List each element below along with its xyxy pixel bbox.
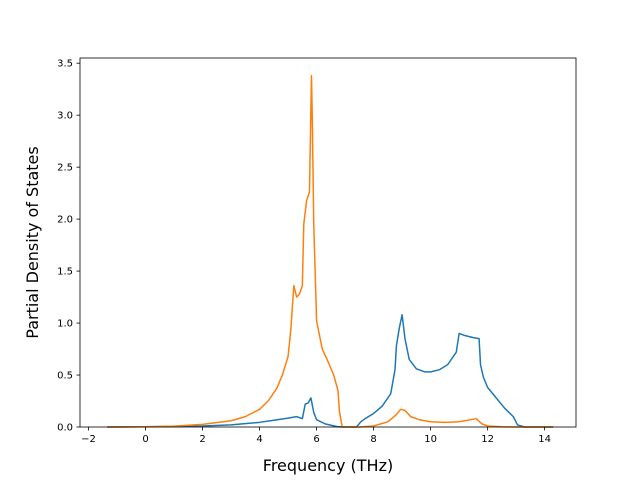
- plot-frame: [79, 57, 577, 428]
- y-tick-label: 1.5: [57, 267, 73, 278]
- x-tick-label: 12: [481, 434, 494, 445]
- y-tick-label: 3.0: [57, 111, 73, 122]
- y-tick-label: 2.0: [57, 215, 73, 226]
- x-tick-label: 10: [424, 434, 437, 445]
- y-axis-ticks: 0.0 0.5 1.0 1.5 2.0 2.5 3.0 3.5: [57, 59, 80, 434]
- x-tick-label: 0: [142, 434, 148, 445]
- y-tick-label: 0.0: [57, 423, 73, 434]
- x-tick-label: 6: [313, 434, 319, 445]
- x-axis-ticks: −2 0 2 4 6 8 10 12 14: [81, 427, 551, 445]
- y-tick-label: 0.5: [57, 371, 73, 382]
- x-tick-label: 2: [199, 434, 205, 445]
- series-line-1: [107, 313, 554, 428]
- y-tick-label: 3.5: [57, 59, 73, 70]
- y-tick-label: 2.5: [57, 163, 73, 174]
- plot-area-background: [80, 58, 576, 427]
- x-axis-label: Frequency (THz): [263, 456, 393, 475]
- x-tick-label: 14: [538, 434, 551, 445]
- x-tick-label: −2: [81, 434, 96, 445]
- y-tick-label: 1.0: [57, 319, 73, 330]
- series-line-2: [107, 74, 554, 428]
- y-axis-label: Partial Density of States: [23, 146, 42, 338]
- x-tick-label: 8: [370, 434, 376, 445]
- x-tick-label: 4: [256, 434, 262, 445]
- series-layer: [107, 74, 554, 428]
